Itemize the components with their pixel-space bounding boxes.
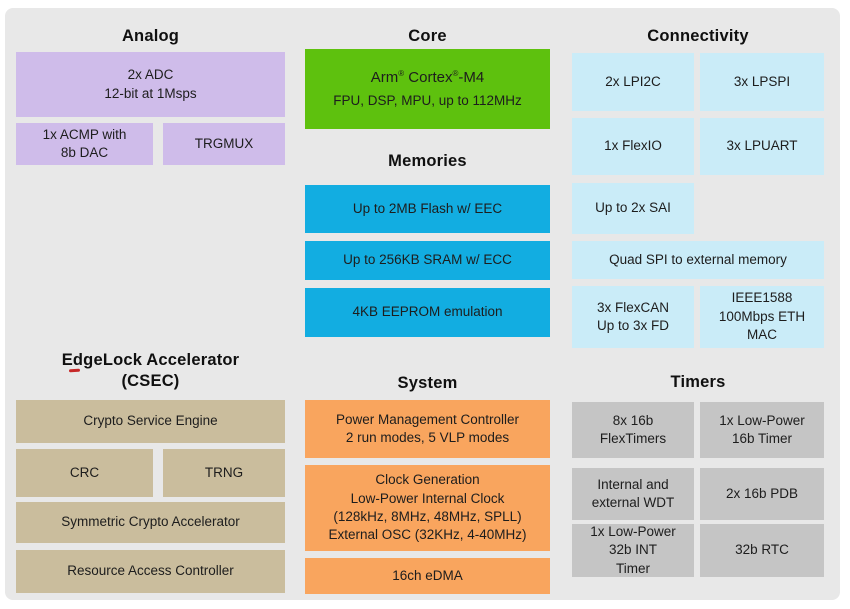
flexio-block: 1x FlexIO [572,118,694,175]
adc-block: 2x ADC 12-bit at 1Msps [16,52,285,117]
clock-line3: (128kHz, 8MHz, 48MHz, SPLL) [333,509,522,524]
ethernet-block: IEEE1588 100Mbps ETH MAC [700,286,824,348]
core-heading: Core [408,27,447,45]
cpu-specs: FPU, DSP, MPU, up to 112MHz [333,92,522,108]
pdb-block: 2x 16b PDB [700,468,824,520]
acmp-line2: 8b DAC [60,145,109,160]
soc-block-diagram-panel: Analog Core Connectivity Memories EdgeLo… [5,8,840,600]
trgmux-block: TRGMUX [163,123,285,165]
flextimers-line1: 8x 16b [612,412,654,428]
eeprom-block: 4KB EEPROM emulation [305,288,550,337]
sai-block: Up to 2x SAI [572,183,694,234]
lp32-line3: Timer [616,560,650,576]
edgelock-heading: EdgeLock Accelerator (CSEC) [16,350,285,392]
lp16-line2: 16b Timer [731,431,793,446]
crypto-service-engine-block: Crypto Service Engine [16,400,285,443]
system-heading: System [397,374,458,392]
wdt-line2: external WDT [591,495,675,510]
sram-block: Up to 256KB SRAM w/ ECC [305,241,550,280]
quadspi-block: Quad SPI to external memory [572,241,824,279]
watchdog-block: Internal and external WDT [572,468,694,520]
clock-generation-block: Clock Generation Low-Power Internal Cloc… [305,465,550,551]
adc-line2: 12-bit at 1Msps [104,85,197,101]
flash-block: Up to 2MB Flash w/ EEC [305,185,550,233]
lpuart-block: 3x LPUART [700,118,824,175]
acmp-line1: 1x ACMP with [42,126,127,142]
flextimers-line2: FlexTimers [599,431,667,446]
lp16-line1: 1x Low-Power [719,412,805,428]
ethernet-line1: IEEE1588 [731,290,793,306]
symmetric-crypto-block: Symmetric Crypto Accelerator [16,502,285,543]
crc-block: CRC [16,449,153,497]
acmp-block: 1x ACMP with 8b DAC [16,123,153,165]
lpi2c-block: 2x LPI2C [572,53,694,111]
flextimers-block: 8x 16b FlexTimers [572,402,694,458]
lp32-line1: 1x Low-Power [590,523,676,539]
lp32-line2: 32b INT [608,542,658,558]
flexcan-line1: 3x FlexCAN [596,299,669,315]
adc-line1: 2x ADC [127,67,174,83]
pmc-line1: Power Management Controller [335,411,520,427]
ethernet-line2: 100Mbps ETH [718,308,806,324]
registered-mark-icon: ® [452,69,459,79]
flexcan-line2: Up to 3x FD [596,318,670,333]
memories-heading: Memories [388,152,467,170]
cpu-block: Arm® Cortex®-M4 FPU, DSP, MPU, up to 112… [305,49,550,129]
flexcan-block: 3x FlexCAN Up to 3x FD [572,286,694,348]
low-power-32b-int-timer-block: 1x Low-Power 32b INT Timer [572,524,694,577]
edma-block: 16ch eDMA [305,558,550,594]
clock-line2: Low-Power Internal Clock [350,490,505,506]
low-power-16b-timer-block: 1x Low-Power 16b Timer [700,402,824,458]
ethernet-line3: MAC [747,327,777,343]
resource-access-controller-block: Resource Access Controller [16,550,285,593]
edgelock-heading-line2: (CSEC) [121,372,180,390]
cpu-name: Arm® Cortex®-M4 [370,69,485,87]
trng-block: TRNG [163,449,285,497]
connectivity-heading: Connectivity [647,27,749,45]
rtc-block: 32b RTC [700,524,824,577]
clock-line1: Clock Generation [375,472,480,488]
timers-heading: Timers [670,373,726,391]
wdt-line1: Internal and [597,476,669,492]
edgelock-heading-line1: EdgeLock Accelerator [61,351,240,369]
power-management-block: Power Management Controller 2 run modes,… [305,400,550,458]
registered-mark-icon: ® [398,69,405,79]
lpspi-block: 3x LPSPI [700,53,824,111]
clock-line4: External OSC (32KHz, 4-40MHz) [328,527,527,543]
analog-heading: Analog [121,27,180,45]
pmc-line2: 2 run modes, 5 VLP modes [345,430,510,445]
